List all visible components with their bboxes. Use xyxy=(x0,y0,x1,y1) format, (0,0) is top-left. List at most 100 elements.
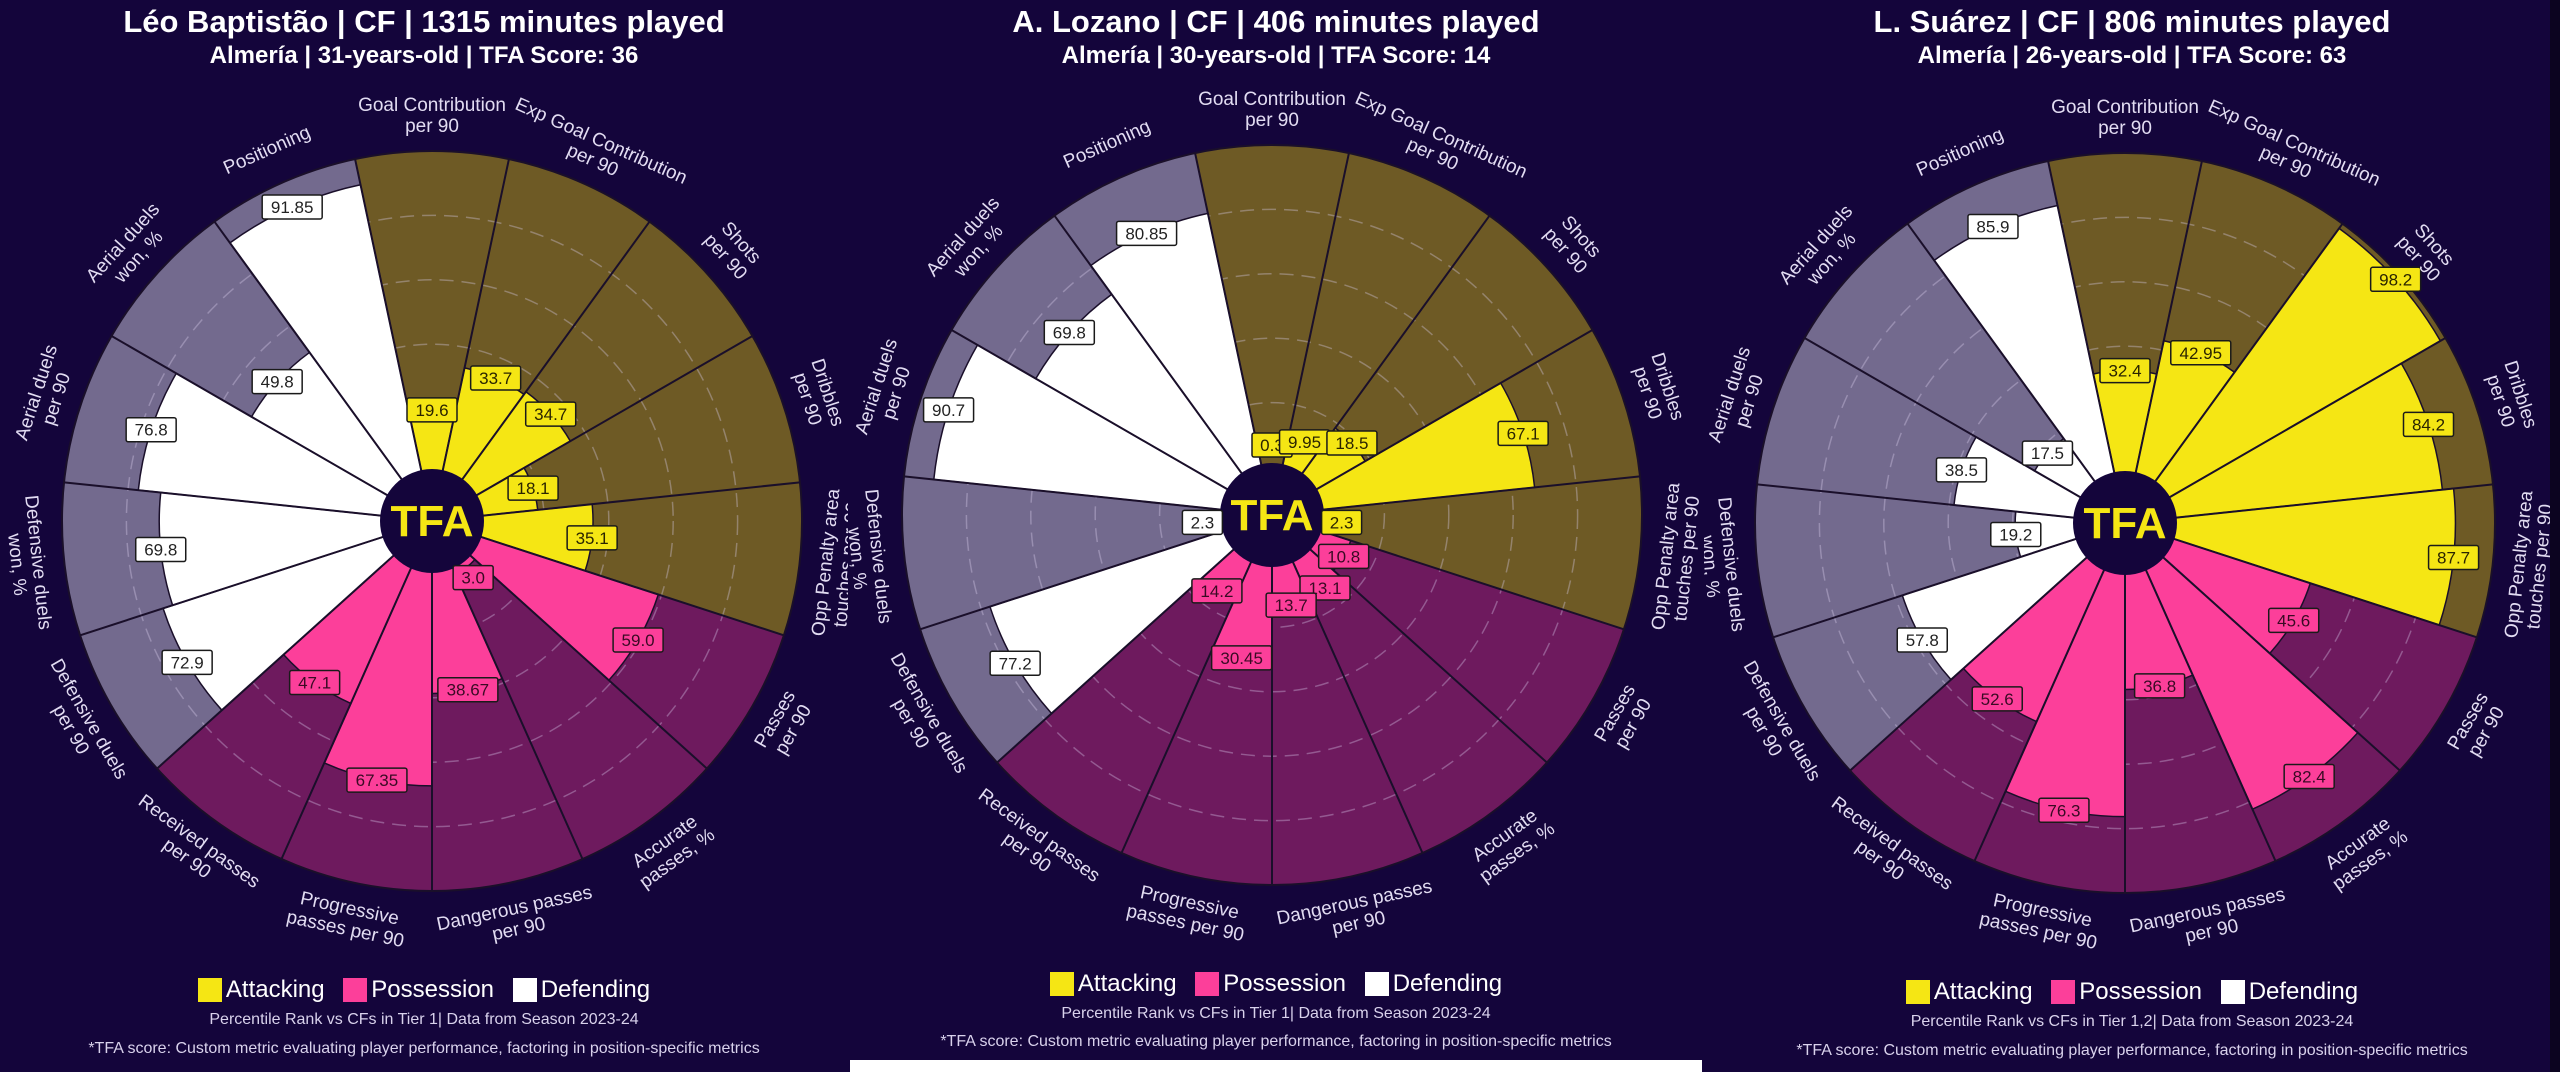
value-label-text: 67.1 xyxy=(1507,424,1540,443)
value-label: 80.85 xyxy=(1115,220,1178,247)
outer-rim xyxy=(61,150,803,892)
bottom-white-bar xyxy=(850,1060,1702,1072)
value-label-text: 76.3 xyxy=(2047,801,2080,820)
legend-label: Attacking xyxy=(225,976,325,1003)
legend-item-defending: Defending xyxy=(512,976,650,1004)
value-label-text: 38.67 xyxy=(447,681,490,700)
value-label: 18.1 xyxy=(507,475,559,501)
legend-label: Possession xyxy=(371,976,495,1003)
right-edge-strip xyxy=(2550,0,2560,1072)
value-label-text: 49.8 xyxy=(261,373,294,392)
legend-swatch-possession xyxy=(2051,980,2076,1004)
value-label: 98.2 xyxy=(2369,266,2422,293)
category-label: Passesper 90 xyxy=(1591,681,1659,756)
slice-divider xyxy=(63,481,385,517)
value-label-box xyxy=(612,627,664,653)
category-label: Positioning xyxy=(1060,116,1153,173)
category-label: Passesper 90 xyxy=(2444,689,2512,764)
value-label-text: 77.2 xyxy=(999,654,1032,673)
legend-item-defending: Defending xyxy=(2220,978,2358,1006)
slice-background-attacking xyxy=(2048,153,2202,477)
slice-divider xyxy=(1772,536,2080,639)
category-label: Opp Penalty areatouches per 90 xyxy=(1648,481,1704,633)
slice-divider xyxy=(473,335,753,498)
value-label-text: 82.4 xyxy=(2293,767,2326,786)
slice-background-attacking xyxy=(355,151,509,475)
category-label-line: Goal Contribution xyxy=(1198,89,1346,110)
value-label: 18.5 xyxy=(1326,430,1378,456)
legend-label: Defending xyxy=(1392,970,1503,997)
slice-divider xyxy=(2160,554,2401,772)
value-label-text: 45.6 xyxy=(2277,611,2310,630)
player-panel-suarez: L. Suárez | CF | 806 minutes played Alme… xyxy=(1704,0,2560,1072)
slice-divider xyxy=(2143,566,2277,862)
category-label: Goal Contribution per 90 xyxy=(358,95,506,137)
value-label: 30.45 xyxy=(1210,645,1273,671)
slice-background-attacking xyxy=(1317,476,1642,630)
value-label-text: 14.2 xyxy=(1200,582,1233,601)
category-label: Passesper 90 xyxy=(751,687,819,762)
category-label: Dribblesper 90 xyxy=(786,356,847,435)
category-label: Defensive duelswon, % xyxy=(848,488,895,627)
player-panel-baptistao: Léo Baptistão | CF | 1315 minutes played… xyxy=(0,0,848,1072)
value-label: 19.2 xyxy=(1990,521,2042,548)
value-label: 69.8 xyxy=(134,536,187,563)
legend-swatch-attacking xyxy=(1905,980,1930,1004)
category-label: Shotsper 90 xyxy=(1539,210,1606,278)
value-label-box xyxy=(2099,357,2151,384)
center-hub xyxy=(1220,463,1324,567)
value-label: 59.0 xyxy=(612,627,664,653)
value-label-text: 59.0 xyxy=(622,631,655,650)
value-label-box xyxy=(288,669,341,696)
source-note: Percentile Rank vs CFs in Tier 1,2| Data… xyxy=(1910,1013,2354,1030)
grid-ring xyxy=(125,214,739,828)
source-note: Percentile Rank vs CFs in Tier 1| Data f… xyxy=(209,1011,639,1028)
player-panel-lozano: A. Lozano | CF | 406 minutes played Alme… xyxy=(848,0,1704,1072)
slice-divider xyxy=(477,534,785,637)
category-label-line: Positioning xyxy=(1060,116,1153,173)
value-label-box xyxy=(1191,578,1243,604)
slice-divider xyxy=(903,475,1225,511)
legend-label: Possession xyxy=(1223,970,1347,997)
slice-divider xyxy=(2047,160,2116,477)
category-label: Opp Penalty areatouches per 90 xyxy=(808,487,848,639)
value-label-text: 76.8 xyxy=(135,421,168,440)
pizza-chart: TFA 32.4 42.95 98.2 84.2 87.7 45.6 82.4 36.8 76.3… xyxy=(1704,96,2557,954)
value-label-box xyxy=(2021,440,2074,466)
legend-swatch-possession xyxy=(1195,972,1220,996)
value-label-box xyxy=(1326,430,1378,456)
value-label: 76.8 xyxy=(125,416,177,443)
value-label-box xyxy=(2283,763,2335,790)
value-label-box xyxy=(1210,645,1273,671)
value-label-text: 84.2 xyxy=(2412,415,2445,434)
slice-divider xyxy=(1756,483,2078,519)
value-label-text: 52.6 xyxy=(1981,690,2014,709)
value-label-box xyxy=(1497,420,1549,447)
value-label: 72.9 xyxy=(161,649,213,676)
slice-background-possession xyxy=(451,553,707,860)
value-label-text: 87.7 xyxy=(2437,549,2470,568)
value-label: 42.95 xyxy=(2170,340,2232,366)
legend-item-possession: Possession xyxy=(2051,978,2202,1006)
grid-ring xyxy=(965,208,1579,822)
value-label-box xyxy=(1181,509,1224,536)
value-label-text: 18.1 xyxy=(517,479,550,498)
slice-background-possession xyxy=(1307,529,1624,763)
value-label-box xyxy=(922,397,975,423)
value-label-box xyxy=(346,767,408,793)
value-label: 67.35 xyxy=(346,767,408,793)
value-label-text: 35.1 xyxy=(576,529,609,548)
legend-item-attacking: Attacking xyxy=(197,976,325,1004)
slice-background-attacking xyxy=(1281,153,1490,477)
value-label-text: 57.8 xyxy=(1906,631,1939,650)
value-label-text: 33.7 xyxy=(479,369,512,388)
value-labels: 19.6 33.7 34.7 18.1 35.1 59.0 3.0 38.67 67.35 47.… xyxy=(125,194,664,793)
slice-values xyxy=(137,183,660,787)
slice-divider xyxy=(459,221,651,483)
slice-background-possession xyxy=(1272,558,1423,885)
legend-item-possession: Possession xyxy=(1195,970,1346,998)
value-label-box xyxy=(161,649,213,676)
value-label-box xyxy=(469,365,522,391)
value-label-box xyxy=(437,676,499,703)
chart-subtitle: Almería | 31-years-old | TFA Score: 36 xyxy=(209,42,639,69)
